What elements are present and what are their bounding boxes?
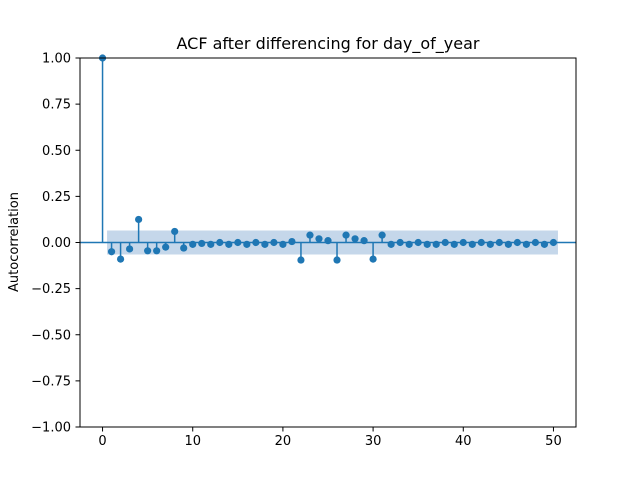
tick-layer: 0 10 20 30 40 50 −1.00 −0.75 −0.50 −0.25 0.00 0.25 0… xyxy=(31,52,562,450)
stem-marker xyxy=(333,256,341,264)
stem-marker xyxy=(378,231,386,239)
stem-marker xyxy=(288,237,296,246)
stem-marker xyxy=(369,255,377,263)
x-tick-label: 0 xyxy=(98,434,106,449)
x-tick-label: 40 xyxy=(455,434,472,449)
stem-marker xyxy=(306,231,314,239)
stem-marker xyxy=(342,231,350,239)
stem-marker xyxy=(126,245,134,253)
y-tick-label: 0.25 xyxy=(42,190,71,205)
stem-marker xyxy=(153,247,161,255)
chart-title: ACF after differencing for day_of_year xyxy=(177,34,480,54)
y-axis-label: Autocorrelation xyxy=(7,192,22,292)
stem-marker xyxy=(315,235,323,243)
stem-marker xyxy=(107,248,116,256)
y-tick-label: −1.00 xyxy=(31,421,71,436)
y-tick-label: 0.00 xyxy=(42,236,71,251)
stem-marker xyxy=(180,244,188,252)
stem-marker xyxy=(135,215,143,224)
stem-marker xyxy=(162,243,170,251)
stem-marker xyxy=(297,256,305,264)
stem-marker xyxy=(171,227,179,236)
y-tick-label: −0.25 xyxy=(31,282,71,297)
axes-layer xyxy=(79,57,577,428)
x-tick-label: 30 xyxy=(365,434,382,449)
stem-marker xyxy=(144,247,152,255)
y-tick-label: 0.75 xyxy=(42,98,71,113)
x-tick-label: 20 xyxy=(275,434,292,449)
y-tick-label: −0.50 xyxy=(31,328,71,343)
x-tick-label: 10 xyxy=(184,434,201,449)
stem-marker xyxy=(116,255,125,263)
stem-marker xyxy=(351,235,359,243)
stem-marker xyxy=(198,239,206,248)
y-tick-label: −0.75 xyxy=(31,374,71,389)
y-tick-label: 0.50 xyxy=(42,144,71,159)
x-tick-label: 50 xyxy=(545,434,562,449)
y-tick-label: 1.00 xyxy=(42,52,71,67)
stem-layer xyxy=(101,58,546,261)
